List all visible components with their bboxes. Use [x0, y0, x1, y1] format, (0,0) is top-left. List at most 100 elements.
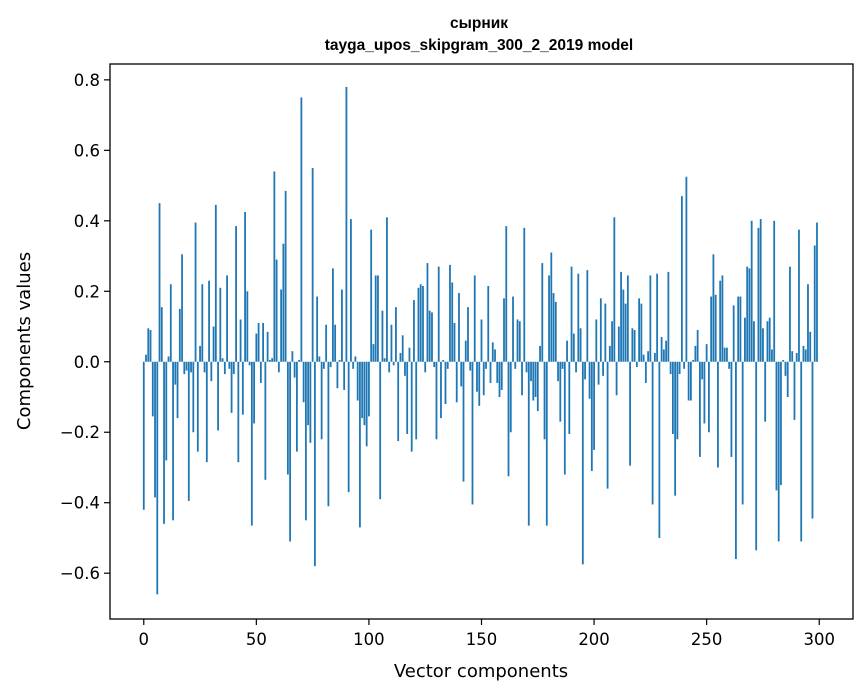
- bar: [239, 319, 242, 362]
- bar: [651, 361, 654, 505]
- bar: [415, 361, 418, 440]
- bar: [620, 271, 622, 362]
- bar: [471, 361, 474, 505]
- bar: [190, 361, 192, 373]
- bar: [581, 361, 584, 565]
- bar: [667, 271, 670, 362]
- bar: [588, 361, 591, 399]
- bar: [302, 361, 305, 403]
- y-axis: −0.6 −0.4 −0.2 0.0 0.2 0.4 0.6 0.8: [60, 71, 110, 583]
- bar: [766, 321, 769, 362]
- bar: [807, 284, 809, 362]
- bar: [809, 331, 812, 362]
- bar: [298, 360, 301, 362]
- bar: [262, 323, 264, 362]
- bar: [771, 349, 773, 362]
- x-tick-label: 300: [803, 630, 835, 649]
- y-tick-label: −0.2: [60, 423, 100, 442]
- bar: [676, 361, 679, 440]
- bar: [541, 263, 544, 362]
- x-tick-label: 50: [246, 630, 267, 649]
- x-tick-label: 0: [139, 630, 150, 649]
- bar: [417, 287, 420, 362]
- bar: [244, 212, 246, 362]
- bar: [203, 361, 206, 373]
- y-tick-label: −0.6: [60, 564, 100, 583]
- bar: [606, 361, 609, 489]
- bar: [680, 196, 683, 362]
- bar: [590, 361, 593, 471]
- bar: [322, 361, 325, 369]
- bar: [631, 328, 634, 362]
- bar: [354, 356, 357, 362]
- bar: [313, 361, 316, 567]
- bar: [359, 361, 361, 528]
- bar: [572, 333, 575, 362]
- bar: [383, 358, 386, 362]
- bar: [671, 361, 674, 434]
- bar: [554, 301, 557, 362]
- bar: [273, 171, 276, 362]
- bar: [226, 275, 228, 362]
- bar: [708, 361, 710, 433]
- bar: [473, 275, 476, 362]
- bar: [507, 361, 510, 477]
- bar: [811, 361, 814, 519]
- bar: [793, 361, 796, 420]
- bar: [552, 293, 555, 362]
- bar: [536, 361, 539, 412]
- bar: [442, 360, 445, 362]
- bar: [527, 361, 530, 526]
- bar: [514, 361, 517, 369]
- bar: [304, 361, 307, 521]
- bar: [714, 294, 717, 362]
- y-tick-label: −0.4: [60, 494, 100, 513]
- bar: [172, 361, 174, 521]
- bar: [426, 263, 429, 362]
- bar: [390, 324, 393, 362]
- bar: [782, 360, 785, 362]
- bar: [325, 324, 328, 362]
- bar: [599, 298, 602, 362]
- bar: [289, 361, 292, 542]
- bar: [534, 361, 537, 397]
- bar: [523, 227, 526, 362]
- bar: [293, 361, 296, 378]
- bar: [201, 284, 204, 362]
- bar: [142, 361, 145, 510]
- y-tick-label: 0.6: [74, 141, 100, 160]
- bar: [440, 361, 442, 419]
- bar: [174, 361, 177, 385]
- bar: [642, 354, 645, 362]
- bar: [800, 361, 803, 542]
- bar: [584, 361, 586, 380]
- bar: [361, 361, 364, 419]
- bar: [397, 361, 400, 442]
- bar: [550, 252, 553, 362]
- bar: [482, 361, 485, 396]
- chart-subtitle: tayga_upos_skipgram_300_2_2019 model: [325, 37, 633, 54]
- bar: [300, 97, 303, 362]
- bar: [640, 303, 643, 362]
- bar: [451, 282, 454, 362]
- x-tick-label: 150: [466, 630, 498, 649]
- y-axis-label: Components values: [14, 252, 35, 430]
- bar: [629, 361, 631, 466]
- bar: [674, 361, 677, 496]
- bar: [741, 361, 744, 505]
- bar: [228, 361, 231, 369]
- bar: [548, 275, 550, 362]
- bar: [784, 361, 787, 376]
- bar: [419, 284, 422, 362]
- bar: [764, 361, 767, 422]
- bar: [311, 167, 314, 362]
- bar: [705, 344, 708, 362]
- bar: [746, 266, 749, 362]
- bar: [509, 361, 512, 433]
- bar: [181, 254, 183, 362]
- bar: [433, 361, 436, 368]
- bar: [539, 345, 541, 362]
- bar: [147, 328, 150, 362]
- bar: [658, 361, 661, 538]
- bar: [309, 361, 312, 443]
